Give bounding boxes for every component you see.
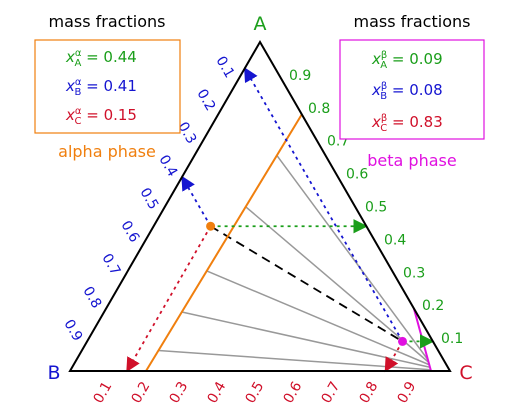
tick-label-C-7: 0.7 — [318, 379, 343, 406]
tie-line-2 — [181, 311, 431, 368]
tick-label-C-5: 0.5 — [242, 379, 267, 406]
tie-line-1 — [158, 349, 431, 371]
tie-line-4 — [245, 206, 430, 363]
beta-composition-point — [398, 336, 407, 346]
tick-label-A-6: 0.4 — [384, 232, 406, 248]
tick-label-B-8: 0.8 — [79, 284, 104, 311]
alpha-guide-B — [181, 175, 212, 227]
tick-label-A-1: 0.9 — [289, 68, 311, 84]
tick-label-B-1: 0.1 — [212, 54, 237, 81]
tick-labels-C: 0.1 0.2 0.3 0.4 0.5 0.6 0.7 0.8 0.9 — [90, 379, 419, 406]
alpha-box-title: mass fractions — [49, 12, 166, 31]
tick-labels-A: 0.90.80.70.60.50.40.30.20.1 — [289, 68, 463, 347]
beta-fractions-box — [339, 39, 485, 140]
tick-label-B-6: 0.6 — [117, 218, 142, 245]
ternary-triangle — [68, 40, 452, 372]
measured-tie-line — [210, 225, 403, 343]
beta-xA: xβ A = 0.09 — [371, 50, 443, 71]
tick-label-C-4: 0.4 — [204, 379, 229, 406]
alpha-xB: xα B = 0.41 — [65, 77, 137, 98]
alpha-xA: xα A = 0.44 — [65, 48, 137, 69]
alpha-guide-C — [126, 225, 212, 373]
corner-label-B: B — [47, 362, 60, 384]
alpha-composition-point — [206, 221, 216, 231]
tie-line-5 — [276, 154, 429, 361]
tick-label-C-3: 0.3 — [166, 379, 191, 406]
alpha-xC: xα C = 0.15 — [65, 106, 137, 127]
beta-box-title: mass fractions — [354, 12, 471, 31]
corner-label-A: A — [254, 13, 267, 35]
tie-line-3 — [206, 270, 430, 366]
tick-label-B-4: 0.4 — [155, 152, 180, 179]
tick-label-C-2: 0.2 — [128, 379, 153, 406]
tick-label-C-8: 0.8 — [356, 379, 381, 406]
tick-label-B-9: 0.9 — [60, 317, 85, 344]
beta-guide-C — [384, 340, 404, 373]
tick-label-C-1: 0.1 — [90, 379, 115, 406]
alpha-phase-label: alpha phase — [58, 142, 156, 161]
tick-label-A-7: 0.3 — [403, 265, 425, 281]
tick-label-A-4: 0.6 — [346, 167, 368, 183]
tick-label-B-5: 0.5 — [136, 185, 161, 212]
corner-label-C: C — [459, 362, 472, 384]
tick-label-A-8: 0.2 — [422, 298, 444, 314]
tick-label-C-6: 0.6 — [280, 379, 305, 406]
beta-xB: xβ B = 0.08 — [371, 81, 443, 102]
phase-points — [206, 221, 407, 346]
beta-phase-label: beta phase — [367, 151, 456, 170]
tick-label-B-2: 0.2 — [193, 87, 218, 114]
tick-label-A-2: 0.8 — [308, 101, 330, 117]
tick-label-A-9: 0.1 — [441, 331, 463, 347]
tick-label-B-7: 0.7 — [98, 251, 123, 278]
tie-lines — [158, 154, 431, 371]
tick-label-C-9: 0.9 — [394, 379, 419, 406]
beta-xC: xβ C = 0.83 — [371, 113, 443, 134]
alpha-fractions-box — [34, 39, 181, 134]
composition-guides — [126, 67, 435, 373]
alpha-phase-boundary — [145, 113, 303, 372]
tick-label-A-5: 0.5 — [365, 200, 387, 216]
